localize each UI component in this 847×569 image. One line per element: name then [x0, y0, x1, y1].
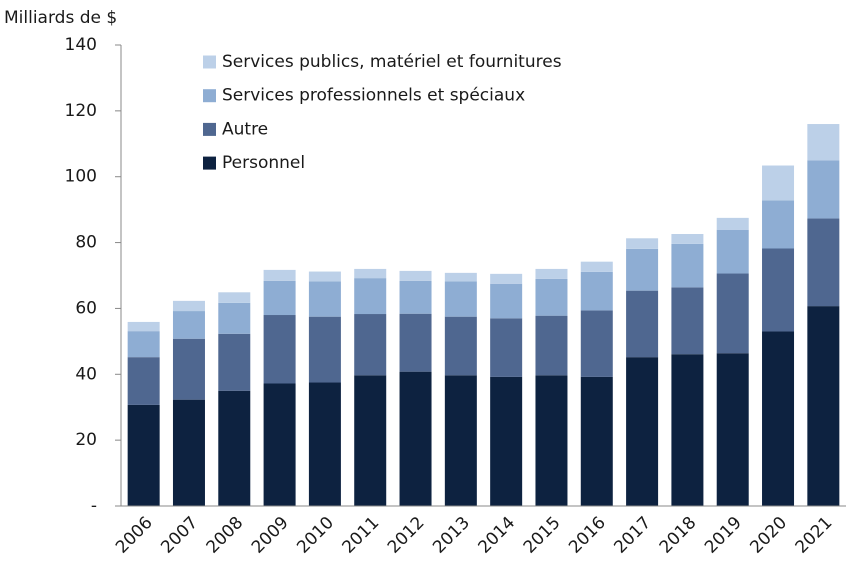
bar-segment — [218, 292, 251, 303]
y-tick-label: - — [91, 496, 97, 516]
bar-segment — [354, 268, 387, 279]
bar-segment — [490, 318, 523, 377]
bar-segment — [762, 165, 795, 201]
bar-segment — [399, 371, 432, 506]
bar-segment — [671, 243, 704, 288]
bar-segment — [354, 375, 387, 506]
bar-segment — [218, 333, 251, 391]
bar-segment — [716, 229, 749, 274]
bar-segment — [172, 311, 205, 339]
bar-segment — [172, 338, 205, 400]
bar-segment — [354, 314, 387, 376]
bar-segment — [490, 283, 523, 319]
y-tick-label: 80 — [75, 233, 97, 253]
legend-label: Autre — [222, 119, 268, 139]
bar-segment — [535, 278, 568, 316]
bar-segment — [716, 353, 749, 506]
bar-segment — [807, 160, 840, 219]
legend-label: Services professionnels et spéciaux — [222, 86, 525, 106]
bar-segment — [308, 382, 341, 506]
bar-segment — [762, 331, 795, 506]
bar-segment — [490, 273, 523, 284]
bar-segment — [444, 316, 477, 376]
bar-segment — [626, 290, 659, 358]
x-tick-label: 2019 — [701, 513, 746, 558]
x-tick-label: 2006 — [112, 513, 157, 558]
bar-segment — [535, 375, 568, 506]
bar-segment — [716, 273, 749, 354]
y-tick-label: 60 — [75, 298, 97, 318]
bar-segment — [127, 321, 160, 332]
y-tick-label: 100 — [65, 167, 97, 187]
x-tick-label: 2010 — [293, 513, 338, 558]
x-tick-label: 2016 — [565, 513, 610, 558]
y-axis-label: Milliards de $ — [4, 8, 117, 28]
bar-segment — [762, 248, 795, 332]
bar-segment — [263, 280, 296, 316]
bar-segment — [580, 310, 613, 377]
bar-segment — [127, 404, 160, 506]
x-tick-label: 2009 — [248, 513, 293, 558]
bar-segment — [671, 354, 704, 506]
bar-segment — [444, 272, 477, 282]
bar-segment — [218, 390, 251, 506]
bar-segment — [671, 234, 704, 244]
bar-segment — [807, 218, 840, 307]
bar-segment — [807, 306, 840, 506]
bar-segment — [716, 217, 749, 230]
bar-segment — [308, 271, 341, 282]
bar-segment — [263, 315, 296, 384]
x-tick-label: 2017 — [610, 513, 655, 558]
bar-segment — [127, 357, 160, 405]
bar-segment — [671, 287, 704, 355]
x-tick-label: 2018 — [656, 513, 701, 558]
x-tick-label: 2012 — [384, 513, 429, 558]
legend-swatch — [203, 55, 216, 69]
bar-segment — [580, 261, 613, 272]
legend-label: Personnel — [222, 153, 305, 173]
x-tick-label: 2008 — [203, 513, 248, 558]
bar-segment — [263, 383, 296, 506]
legend-swatch — [203, 156, 216, 170]
x-tick-label: 2014 — [474, 513, 519, 558]
bar-segment — [172, 399, 205, 506]
x-tick-label: 2015 — [520, 513, 565, 558]
y-tick-label: 140 — [65, 35, 97, 55]
x-tick-label: 2013 — [429, 513, 474, 558]
y-tick-label: 20 — [75, 430, 97, 450]
bar-segment — [308, 281, 341, 317]
bar-segment — [535, 315, 568, 376]
legend-label: Services publics, matériel et fourniture… — [222, 52, 562, 72]
x-tick-label: 2011 — [339, 513, 384, 558]
bar-segment — [172, 300, 205, 312]
bar-segment — [354, 278, 387, 315]
bar-segment — [444, 281, 477, 317]
bar-segment — [218, 302, 251, 334]
bar-segment — [308, 316, 341, 383]
bar-segment — [399, 313, 432, 372]
x-tick-label: 2020 — [746, 513, 791, 558]
y-tick-label: 120 — [65, 101, 97, 121]
bar-segment — [626, 248, 659, 291]
bar-segment — [580, 271, 613, 311]
bar-segment — [626, 238, 659, 249]
bar-segment — [762, 200, 795, 249]
bar-segment — [626, 357, 659, 506]
legend-swatch — [203, 89, 216, 103]
legend-swatch — [203, 122, 216, 136]
bar-segment — [535, 268, 568, 279]
bar-segment — [580, 376, 613, 506]
bar-segment — [399, 270, 432, 281]
bar-segment — [490, 376, 523, 506]
x-tick-label: 2007 — [157, 513, 202, 558]
bar-segment — [263, 269, 296, 281]
bar-segment — [399, 280, 432, 314]
bar-segment — [127, 331, 160, 358]
bar-segment — [807, 124, 840, 161]
x-tick-label: 2021 — [792, 513, 837, 558]
bar-segment — [444, 375, 477, 506]
y-tick-label: 40 — [75, 364, 97, 384]
